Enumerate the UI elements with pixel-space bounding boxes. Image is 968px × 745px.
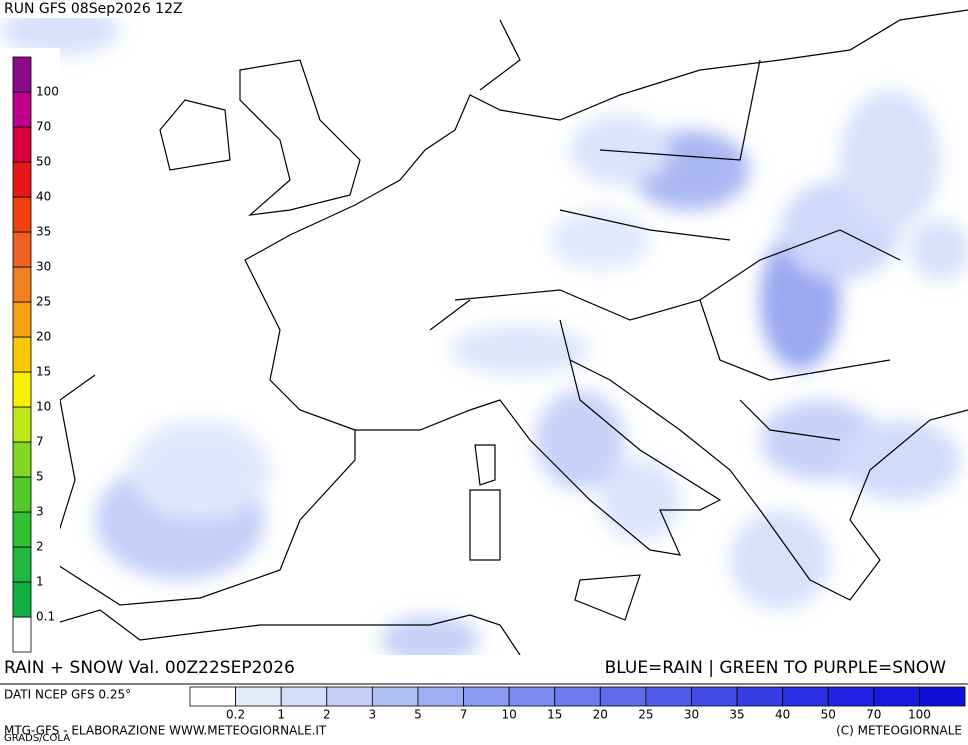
map-title: RUN GFS 08Sep2026 12Z [4, 1, 183, 17]
caption-right: BLUE=RAIN | GREEN TO PURPLE=SNOW [605, 658, 947, 678]
snow-label: 50 [36, 155, 51, 169]
rain-label: 1 [277, 708, 285, 722]
rain-label: 10 [501, 708, 516, 722]
snow-label: 20 [36, 330, 51, 344]
snow-label: 30 [36, 260, 51, 274]
rain-label: 2 [323, 708, 331, 722]
software: GRADS/COLA [4, 733, 70, 744]
rain-label: 5 [414, 708, 422, 722]
rain-swatch [326, 686, 373, 707]
rain-swatch [235, 686, 282, 707]
snow-label: 70 [36, 120, 51, 134]
snow-swatch [12, 231, 32, 268]
credit: MTG-GFS - ELABORAZIONE WWW.METEOGIORNALE… [4, 724, 327, 738]
rain-swatch [736, 686, 784, 707]
snow-swatch [12, 581, 32, 618]
title-backdrop [0, 0, 230, 18]
caption-left: RAIN + SNOW Val. 00Z22SEP2026 [4, 658, 295, 678]
rain-swatch [280, 686, 328, 707]
rain-swatch [554, 686, 601, 707]
snow-swatch [12, 91, 32, 128]
rain-swatch [417, 686, 464, 707]
rain-label: 0.2 [226, 708, 245, 722]
rain-swatch [508, 686, 556, 707]
snow-swatch [12, 161, 32, 198]
rain-swatch [645, 686, 692, 707]
snow-label: 40 [36, 190, 51, 204]
rain-label: 30 [684, 708, 699, 722]
rain-label: 3 [369, 708, 377, 722]
rain-swatch [189, 686, 236, 707]
snow-swatch [12, 56, 32, 93]
snow-swatch [12, 511, 32, 548]
snow-label: 3 [36, 505, 44, 519]
snow-swatch [12, 266, 32, 303]
snow-swatch [12, 476, 32, 513]
snow-label: 7 [36, 435, 44, 449]
rain-swatch [919, 686, 966, 707]
rain-swatch [463, 686, 510, 707]
snow-swatch [12, 371, 32, 408]
rain-scale-title: DATI NCEP GFS 0.25° [4, 688, 131, 702]
rain-label: 15 [547, 708, 562, 722]
rain-label: 20 [593, 708, 608, 722]
snow-label: 0.1 [36, 610, 55, 624]
snow-swatch [12, 301, 32, 338]
snow-label: 100 [36, 85, 59, 99]
copyright: (C) METEOGIORNALE [836, 724, 962, 738]
snow-label: 2 [36, 540, 44, 554]
snow-swatch [12, 406, 32, 443]
rain-scale: 0.2 1 2 3 5 7 10 15 20 25 30 35 40 50 70 100 [189, 686, 966, 722]
snow-label: 1 [36, 575, 44, 589]
rain-swatch [873, 686, 920, 707]
snow-label: 15 [36, 365, 51, 379]
rain-label: 35 [729, 708, 744, 722]
snow-label: 35 [36, 225, 51, 239]
rain-swatch [599, 686, 647, 707]
rain-label: 25 [638, 708, 653, 722]
snow-swatch [12, 126, 32, 163]
snow-swatch [12, 546, 32, 583]
snow-swatch [12, 441, 32, 478]
rain-swatch [691, 686, 738, 707]
rain-label: 100 [908, 708, 931, 722]
snow-label: 10 [36, 400, 51, 414]
rain-label: 70 [866, 708, 881, 722]
rain-label: 40 [775, 708, 790, 722]
rain-label: 7 [460, 708, 468, 722]
snow-swatch [12, 336, 32, 373]
snow-label: 25 [36, 295, 51, 309]
rain-swatch [827, 686, 875, 707]
snow-swatch [12, 196, 32, 233]
rain-swatch [782, 686, 829, 707]
rain-swatch [371, 686, 419, 707]
rain-label: 50 [821, 708, 836, 722]
coastlines [0, 9, 968, 656]
snow-swatch [12, 616, 32, 653]
snow-label: 5 [36, 470, 44, 484]
